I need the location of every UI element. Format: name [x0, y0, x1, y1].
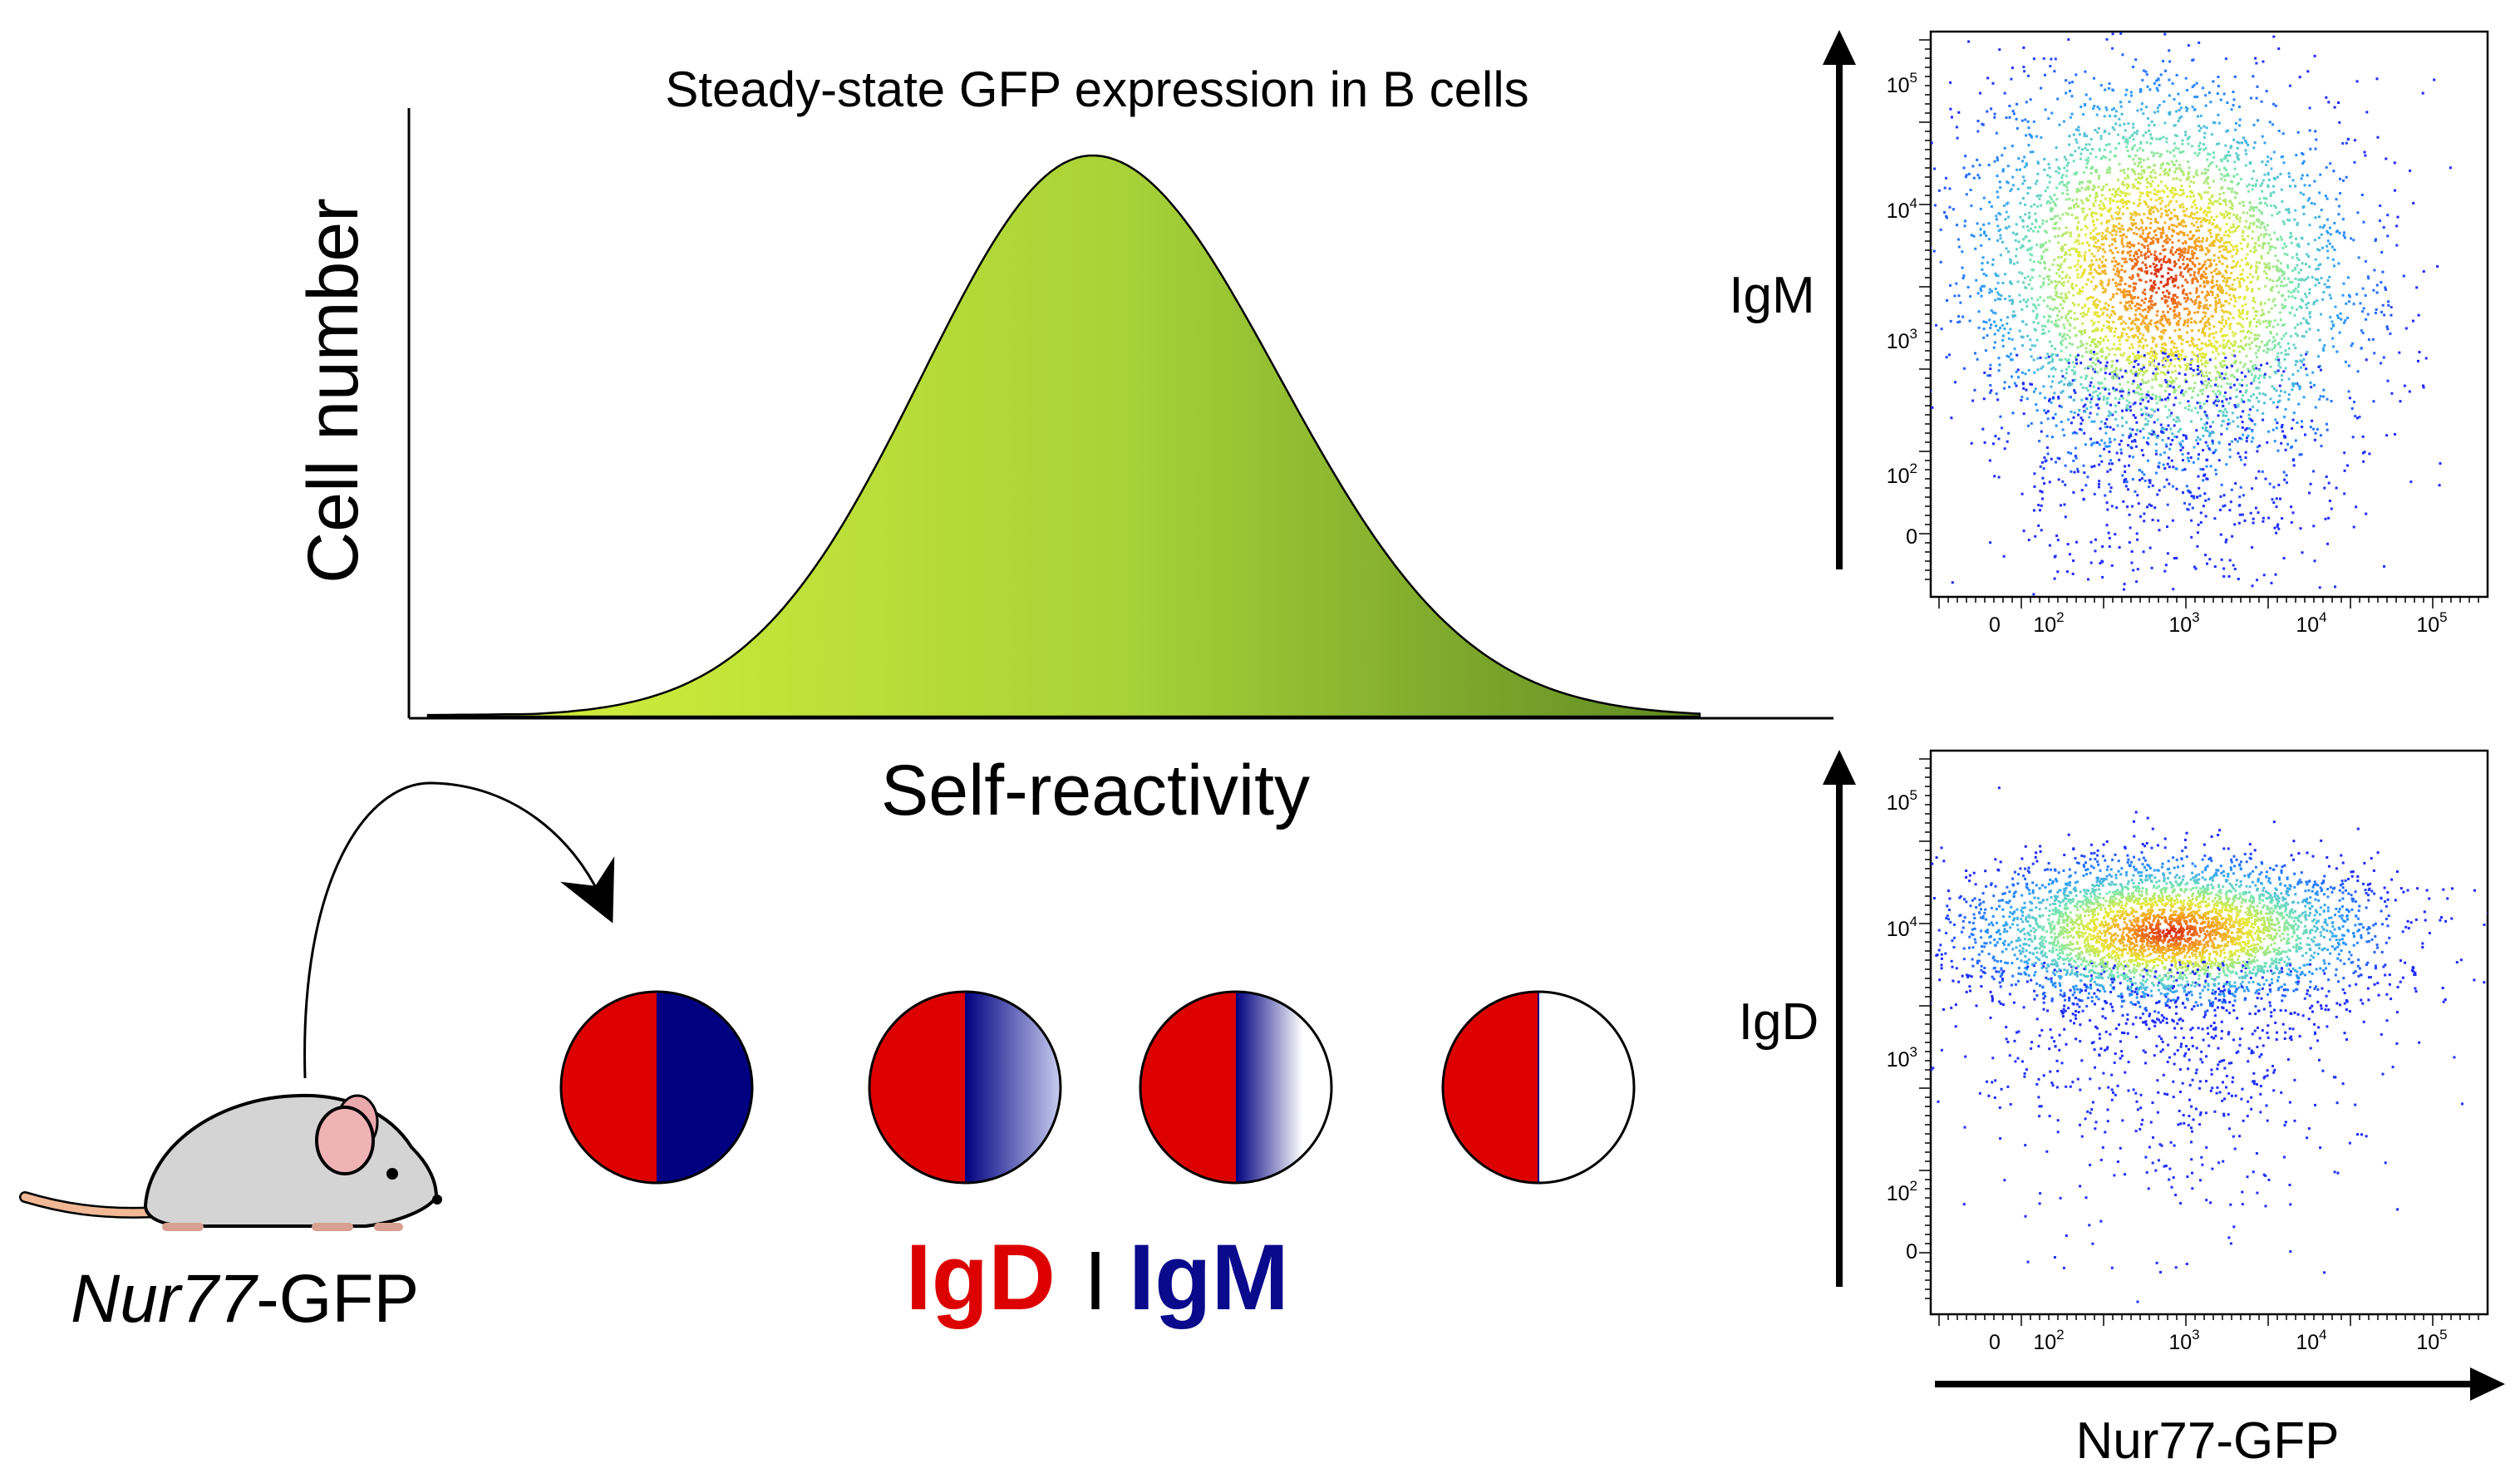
facs-plot-top: 0 102 103 104 105 105 104 103 102 0 IgM: [1729, 30, 2489, 637]
cell-4: [1441, 990, 1636, 1185]
x-tick-label: 102: [2033, 1327, 2064, 1354]
mouse-illustration: [19, 1093, 442, 1231]
legend-separator: I: [1084, 1234, 1107, 1328]
y-tick-label: 105: [1887, 70, 1917, 97]
y-tick-label: 102: [1887, 1178, 1917, 1205]
y-tick-label: 104: [1887, 914, 1917, 941]
mouse-eye: [386, 1168, 398, 1180]
facs-bottom-x-label: Nur77-GFP: [2076, 1412, 2340, 1470]
histogram-y-label: Cell number: [293, 198, 373, 584]
mouse-label: Nur77-GFP: [71, 1261, 419, 1337]
y-tick-label: 104: [1887, 195, 1917, 223]
legend-igm: IgM: [1129, 1225, 1289, 1329]
facs-bottom-dots: [1931, 786, 2488, 1303]
mouse-label-italic: Nur77: [71, 1261, 259, 1337]
histogram-x-label: Self-reactivity: [881, 751, 1310, 830]
facs-top-y-label: IgM: [1729, 267, 1814, 324]
y-tick-label: 105: [1887, 787, 1917, 815]
facs-bottom-y-label: IgD: [1739, 993, 1819, 1051]
y-tick-label: 102: [1887, 461, 1917, 488]
y-tick-label: 103: [1887, 326, 1917, 353]
x-tick-label: 105: [2416, 609, 2447, 637]
x-tick-label: 0: [1989, 1331, 2001, 1354]
facs-bottom-y-arrowhead: [1823, 750, 1856, 785]
x-tick-label: 103: [2168, 609, 2199, 637]
cell-3: [1139, 990, 1333, 1185]
facs-top-dots: [1931, 32, 2452, 596]
x-tick-label: 104: [2296, 1327, 2326, 1354]
mouse-label-rest: -GFP: [256, 1261, 419, 1337]
y-tick-label: 103: [1887, 1044, 1917, 1072]
y-tick-label: 0: [1906, 1240, 1917, 1264]
curved-arrow: [303, 781, 615, 1079]
x-tick-label: 0: [1989, 613, 2001, 637]
y-tick-label: 0: [1906, 525, 1917, 549]
legend: IgD I IgM: [906, 1225, 1289, 1329]
cell-1: [559, 990, 754, 1185]
facs-bottom-x-arrowhead: [2470, 1367, 2505, 1401]
x-tick-label: 105: [2416, 1327, 2447, 1354]
facs-bottom-ticks: 0 102 103 104 105 105 104 103 102 0: [1887, 758, 2479, 1354]
histogram: Steady-state GFP expression in B cells C…: [293, 62, 1833, 830]
x-tick-label: 104: [2296, 609, 2326, 637]
x-tick-label: 103: [2168, 1327, 2199, 1354]
histogram-title: Steady-state GFP expression in B cells: [665, 62, 1528, 117]
legend-igd: IgD: [906, 1225, 1056, 1329]
facs-top-y-arrowhead: [1823, 30, 1856, 65]
mouse-tail-fill: [21, 1193, 164, 1217]
histogram-curve: [426, 154, 1701, 718]
x-tick-label: 102: [2033, 609, 2064, 637]
facs-top-frame: [1929, 30, 2489, 599]
mouse-body: [143, 1093, 439, 1228]
mouse-ear: [315, 1106, 375, 1175]
cell-2: [868, 990, 1062, 1185]
facs-plot-bottom: 0 102 103 104 105 105 104 103 102 0 IgD Nur77-GFP: [1739, 749, 2505, 1470]
mouse-nose: [432, 1195, 442, 1205]
